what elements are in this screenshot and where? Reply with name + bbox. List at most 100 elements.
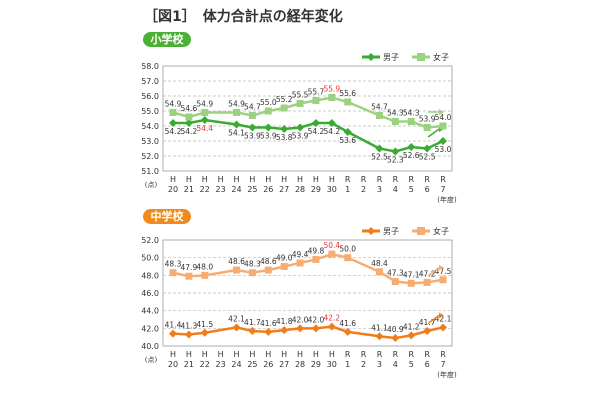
data-label: 41.7 xyxy=(419,318,436,327)
data-label: 49.0 xyxy=(276,254,293,263)
x-tick-label: 5 xyxy=(409,360,414,369)
x-tick-label: H xyxy=(281,350,287,359)
data-point xyxy=(311,119,320,127)
trend-arrowhead-icon xyxy=(439,264,444,271)
data-point xyxy=(375,144,384,153)
data-point xyxy=(280,263,288,270)
data-point xyxy=(439,323,447,332)
data-point xyxy=(328,250,336,258)
data-label: 41.6 xyxy=(339,319,356,328)
x-tick-label: R xyxy=(361,350,367,359)
data-label: 53.9 xyxy=(244,132,261,141)
series-line xyxy=(173,118,444,153)
x-tick-label: H xyxy=(313,350,319,359)
x-tick-label: 28 xyxy=(295,360,305,369)
x-tick-label: R xyxy=(377,175,383,184)
y-unit-label: (点) xyxy=(145,181,158,189)
x-tick-label: 1 xyxy=(345,360,350,369)
data-label: 41.4 xyxy=(165,321,182,330)
data-point xyxy=(439,122,447,130)
data-label: 41.6 xyxy=(260,319,277,328)
data-label: 53.0 xyxy=(435,145,452,154)
x-tick-label: 3 xyxy=(377,185,382,194)
data-label: 54.4 xyxy=(196,124,213,133)
data-label: 41.8 xyxy=(276,317,293,326)
data-label: 55.0 xyxy=(260,98,277,107)
x-tick-label: 2 xyxy=(361,360,366,369)
x-tick-label: 22 xyxy=(200,185,210,194)
data-label: 41.3 xyxy=(181,322,198,331)
y-tick-label: 40.0 xyxy=(141,342,159,351)
y-tick-label: 52.0 xyxy=(141,236,159,245)
y-tick-label: 48.0 xyxy=(141,271,159,280)
data-point xyxy=(185,113,193,121)
data-point xyxy=(169,329,177,338)
data-label: 53.9 xyxy=(419,115,436,124)
y-tick-label: 51.0 xyxy=(141,167,159,176)
data-label: 42.2 xyxy=(323,314,340,323)
data-point xyxy=(248,269,256,277)
data-label: 48.3 xyxy=(165,260,182,269)
data-point xyxy=(233,109,241,116)
trend-arrowhead-icon xyxy=(439,109,444,115)
x-unit-label: (年度) xyxy=(437,370,457,379)
x-tick-label: H xyxy=(265,350,271,359)
x-tick-label: 24 xyxy=(231,360,241,369)
y-unit-label: (点) xyxy=(145,356,158,364)
y-tick-label: 42.0 xyxy=(141,324,159,333)
x-tick-label: 5 xyxy=(409,185,414,194)
data-point xyxy=(185,272,193,280)
data-point xyxy=(296,100,304,107)
x-tick-label: H xyxy=(186,350,192,359)
data-label: 54.2 xyxy=(165,127,182,136)
data-label: 47.1 xyxy=(403,270,420,279)
data-label: 55.2 xyxy=(276,95,293,104)
data-point xyxy=(375,112,383,119)
series-line xyxy=(172,325,444,340)
data-point xyxy=(233,266,241,274)
x-tick-label: 6 xyxy=(425,185,430,194)
data-point xyxy=(375,268,383,276)
x-tick-label: H xyxy=(329,350,335,359)
x-tick-label: 30 xyxy=(327,360,337,369)
data-point xyxy=(391,334,400,343)
data-label: 54.2 xyxy=(323,127,340,136)
data-point xyxy=(375,332,384,341)
data-label: 41.7 xyxy=(244,318,261,327)
data-point xyxy=(169,269,177,277)
data-point xyxy=(184,119,193,127)
data-label: 48.0 xyxy=(196,262,213,271)
data-point xyxy=(201,109,209,116)
legend-label: 女子 xyxy=(433,226,449,236)
x-tick-label: 6 xyxy=(425,360,430,369)
x-tick-label: H xyxy=(234,350,240,359)
x-tick-label: 3 xyxy=(377,360,382,369)
data-label: 47.9 xyxy=(181,263,198,272)
y-tick-label: 50.0 xyxy=(141,254,159,263)
x-tick-label: 27 xyxy=(279,360,289,369)
data-label: 53.8 xyxy=(276,133,293,142)
x-tick-label: 29 xyxy=(311,185,321,194)
data-label: 50.0 xyxy=(339,245,356,254)
data-label: 42.1 xyxy=(228,314,245,323)
data-label: 48.3 xyxy=(244,260,261,269)
x-tick-label: H xyxy=(218,350,224,359)
trend-arrowhead-icon xyxy=(439,312,444,319)
y-tick-label: 57.0 xyxy=(141,77,159,86)
x-tick-label: R xyxy=(424,350,430,359)
x-tick-label: H xyxy=(265,175,271,184)
data-label: 54.6 xyxy=(181,104,198,113)
legend-marker xyxy=(417,53,425,61)
data-point xyxy=(343,128,352,136)
elementary-school-badge: 小学校 xyxy=(143,32,191,47)
x-tick-label: H xyxy=(234,175,240,184)
x-tick-label: 2 xyxy=(361,185,366,194)
data-point xyxy=(264,327,273,336)
data-label: 55.9 xyxy=(323,85,340,94)
data-point xyxy=(248,123,257,132)
data-label: 47.5 xyxy=(435,267,452,276)
x-tick-label: 26 xyxy=(263,185,273,194)
chart-1: 40.042.044.046.048.050.052.0(点)H20H21H22… xyxy=(141,226,457,379)
data-label: 54.9 xyxy=(228,100,245,109)
data-label: 47.3 xyxy=(387,269,404,278)
